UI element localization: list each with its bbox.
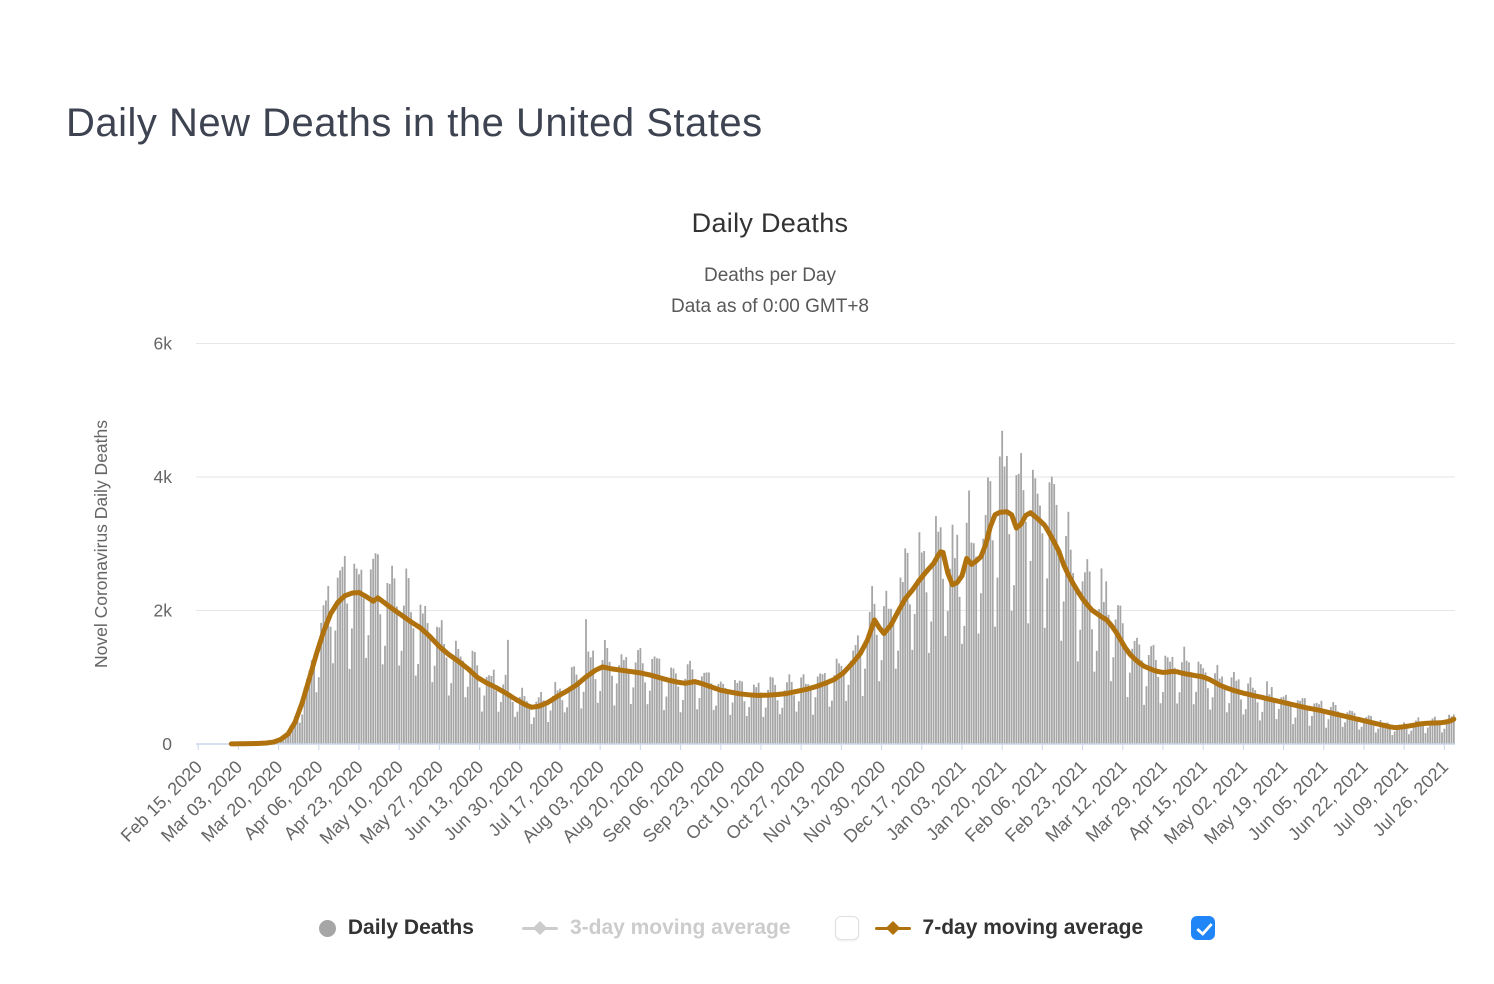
y-axis-title: Novel Coronavirus Daily Deaths <box>91 420 111 668</box>
page-title: Daily New Deaths in the United States <box>66 100 763 145</box>
legend-label-3day-avg: 3-day moving average <box>569 916 791 939</box>
legend-item-3day-avg[interactable]: 3-day moving average <box>521 916 791 940</box>
y-axis-labels: 0 2k 4k 6k <box>154 334 173 755</box>
svg-text:4k: 4k <box>154 467 173 487</box>
line-7day-moving-average <box>228 509 1457 747</box>
legend-label-7day-avg: 7-day moving average <box>922 916 1144 939</box>
legend-label-daily-deaths: Daily Deaths <box>347 916 474 939</box>
chart-title: Daily Deaths <box>691 208 849 238</box>
chart-legend: Daily Deaths 3-day moving average 7-day … <box>0 916 1494 940</box>
svg-text:2k: 2k <box>154 601 173 621</box>
circle-marker-icon <box>318 919 336 937</box>
x-axis-ticks <box>197 744 1445 750</box>
svg-text:6k: 6k <box>154 334 173 354</box>
y-gridlines <box>196 343 1455 611</box>
svg-text:0: 0 <box>162 734 172 754</box>
chart-subtitle-line1: Deaths per Day <box>703 265 836 286</box>
diamond-line-marker-icon <box>521 920 558 935</box>
chart-subtitle: Deaths per Day Data as of 0:00 GMT+8 <box>0 260 1494 322</box>
checkbox-3day-avg[interactable] <box>834 916 859 940</box>
legend-item-7day-avg[interactable]: 7-day moving average <box>874 916 1144 940</box>
legend-item-daily-deaths[interactable]: Daily Deaths <box>318 916 474 940</box>
chart-subtitle-line2: Data as of 0:00 GMT+8 <box>670 296 869 317</box>
diamond-line-marker-icon <box>874 920 911 935</box>
checkbox-7day-avg[interactable] <box>1191 916 1216 940</box>
bars-daily-deaths <box>239 430 1455 744</box>
